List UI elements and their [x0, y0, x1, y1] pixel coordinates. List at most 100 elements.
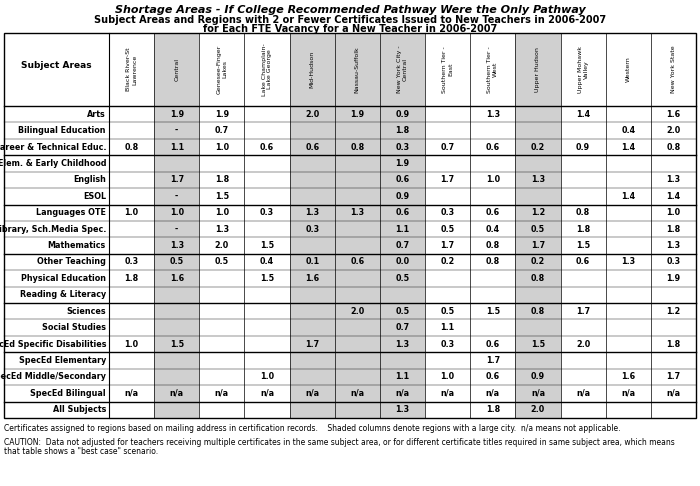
Text: 0.6: 0.6 [260, 142, 274, 152]
Text: 0.1: 0.1 [305, 258, 319, 266]
Text: n/a: n/a [486, 389, 500, 398]
Text: n/a: n/a [395, 389, 409, 398]
Text: 1.3: 1.3 [486, 110, 500, 119]
Text: Central: Central [174, 58, 179, 81]
Text: Languages OTE: Languages OTE [36, 208, 106, 217]
Text: 2.0: 2.0 [576, 340, 590, 348]
Text: 0.5: 0.5 [440, 225, 455, 234]
Text: CAUTION:  Data not adjusted for teachers receiving multiple certificates in the : CAUTION: Data not adjusted for teachers … [4, 438, 675, 447]
Text: 1.7: 1.7 [305, 340, 319, 348]
Bar [380, 33, 425, 418]
Text: Black River-St
Lawrence: Black River-St Lawrence [126, 48, 137, 91]
Bar [4, 33, 696, 418]
Text: Lake Champlain-
Lake George: Lake Champlain- Lake George [262, 43, 272, 96]
Text: 1.4: 1.4 [576, 110, 590, 119]
Text: 0.2: 0.2 [440, 258, 455, 266]
Text: 1.3: 1.3 [666, 175, 680, 184]
Text: 1.8: 1.8 [215, 175, 229, 184]
Text: 1.7: 1.7 [440, 241, 455, 250]
Text: 0.3: 0.3 [440, 340, 455, 348]
Text: 1.3: 1.3 [169, 241, 184, 250]
Text: 1.0: 1.0 [440, 372, 455, 382]
Text: 1.0: 1.0 [215, 142, 229, 152]
Text: 2.0: 2.0 [305, 110, 319, 119]
Text: New York State: New York State [671, 46, 676, 93]
Text: 1.5: 1.5 [260, 274, 274, 283]
Text: 0.8: 0.8 [486, 258, 500, 266]
Text: 1.0: 1.0 [169, 208, 184, 217]
Text: 0.4: 0.4 [486, 225, 500, 234]
Text: 0.6: 0.6 [305, 142, 319, 152]
Text: n/a: n/a [666, 389, 680, 398]
Text: for Each FTE Vacancy for a New Teacher in 2006-2007: for Each FTE Vacancy for a New Teacher i… [203, 24, 497, 34]
Text: 1.0: 1.0 [260, 372, 274, 382]
Text: 0.3: 0.3 [666, 258, 680, 266]
Text: 1.0: 1.0 [125, 208, 139, 217]
Text: 1.8: 1.8 [486, 405, 500, 414]
Text: 1.3: 1.3 [215, 225, 229, 234]
Text: 1.4: 1.4 [666, 192, 680, 201]
Text: 1.8: 1.8 [395, 126, 409, 135]
Text: Career & Technical Educ.: Career & Technical Educ. [0, 142, 106, 152]
Text: 0.4: 0.4 [260, 258, 274, 266]
Text: 2.0: 2.0 [350, 307, 365, 316]
Text: 1.5: 1.5 [531, 340, 545, 348]
Text: n/a: n/a [169, 389, 184, 398]
Bar [335, 33, 380, 418]
Text: 1.9: 1.9 [350, 110, 365, 119]
Text: 0.7: 0.7 [395, 241, 409, 250]
Text: 1.0: 1.0 [486, 175, 500, 184]
Bar [290, 33, 335, 418]
Text: n/a: n/a [260, 389, 274, 398]
Text: SpecEd Bilingual: SpecEd Bilingual [30, 389, 106, 398]
Text: 0.3: 0.3 [440, 208, 455, 217]
Text: 0.5: 0.5 [395, 307, 409, 316]
Text: 1.7: 1.7 [486, 356, 500, 365]
Text: n/a: n/a [440, 389, 455, 398]
Text: Mathematics: Mathematics [48, 241, 106, 250]
Text: Shortage Areas - If College Recommended Pathway Were the Only Pathway: Shortage Areas - If College Recommended … [115, 5, 585, 15]
Text: 0.8: 0.8 [350, 142, 365, 152]
Text: SpecEd Middle/Secondary: SpecEd Middle/Secondary [0, 372, 106, 382]
Text: 0.6: 0.6 [395, 175, 409, 184]
Text: 1.3: 1.3 [395, 340, 409, 348]
Text: -: - [175, 126, 178, 135]
Text: n/a: n/a [125, 389, 139, 398]
Text: n/a: n/a [350, 389, 365, 398]
Text: 0.3: 0.3 [305, 225, 319, 234]
Text: 0.7: 0.7 [215, 126, 229, 135]
Text: 0.6: 0.6 [486, 208, 500, 217]
Text: 1.1: 1.1 [169, 142, 184, 152]
Text: 2.0: 2.0 [215, 241, 229, 250]
Text: 1.6: 1.6 [169, 274, 184, 283]
Text: 1.4: 1.4 [621, 142, 636, 152]
Text: 0.3: 0.3 [260, 208, 274, 217]
Text: 0.5: 0.5 [395, 274, 409, 283]
Text: 1.9: 1.9 [666, 274, 680, 283]
Text: 1.3: 1.3 [305, 208, 319, 217]
Text: Southern Tier -
West: Southern Tier - West [487, 46, 498, 93]
Text: 1.8: 1.8 [576, 225, 590, 234]
Text: Social Studies: Social Studies [42, 323, 106, 332]
Text: 1.5: 1.5 [169, 340, 184, 348]
Text: 1.4: 1.4 [621, 192, 636, 201]
Text: 0.8: 0.8 [531, 307, 545, 316]
Text: -: - [175, 192, 178, 201]
Text: ESOL: ESOL [83, 192, 106, 201]
Text: 0.6: 0.6 [486, 142, 500, 152]
Text: Genesee-Finger
Lakes: Genesee-Finger Lakes [216, 45, 228, 94]
Text: 0.6: 0.6 [576, 258, 590, 266]
Text: 1.0: 1.0 [666, 208, 680, 217]
Text: 0.2: 0.2 [531, 258, 545, 266]
Text: 0.8: 0.8 [531, 274, 545, 283]
Text: n/a: n/a [576, 389, 590, 398]
Text: 1.5: 1.5 [260, 241, 274, 250]
Text: 0.8: 0.8 [125, 142, 139, 152]
Text: 0.9: 0.9 [395, 110, 409, 119]
Text: 0.0: 0.0 [395, 258, 409, 266]
Text: SpecEd Specific Disabilities: SpecEd Specific Disabilities [0, 340, 106, 348]
Text: 0.7: 0.7 [440, 142, 455, 152]
Text: 0.6: 0.6 [350, 258, 365, 266]
Text: 1.3: 1.3 [666, 241, 680, 250]
Bar [154, 33, 199, 418]
